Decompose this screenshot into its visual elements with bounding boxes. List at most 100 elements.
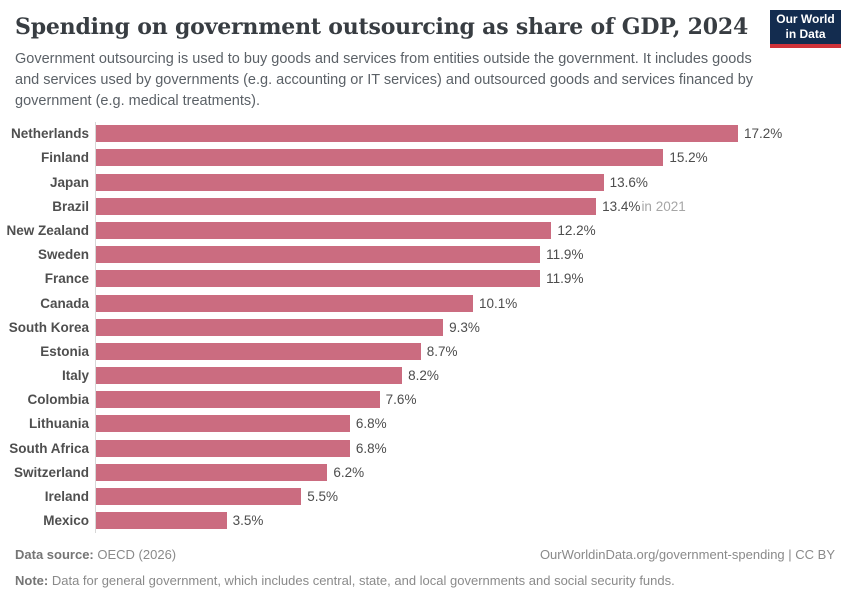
value-label: 7.6%: [385, 392, 417, 408]
owid-link[interactable]: OurWorldinData.org/government-spending |…: [539, 546, 835, 562]
country-label: Ireland: [44, 489, 89, 504]
bar-track: 9.3%: [95, 315, 850, 340]
bar-row[interactable]: Japan 13.6%: [0, 169, 850, 195]
data-source-value: OECD (2026): [97, 546, 177, 562]
bar-row[interactable]: Switzerland 6.2%: [0, 460, 850, 485]
bar-row[interactable]: Netherlands 17.2%: [0, 121, 850, 146]
bar-track: 6.2%: [95, 460, 850, 485]
country-label: Lithuania: [29, 416, 89, 432]
country-label: Colombia: [27, 392, 89, 408]
footer-note-row: Note: Data for general government, which…: [15, 573, 835, 590]
country-label: Estonia: [40, 343, 89, 359]
note-label: Note:: [15, 572, 49, 588]
value-label: 11.9%: [546, 247, 584, 263]
bar-track: 17.2%: [95, 121, 850, 146]
bar-track: 3.5%: [95, 508, 850, 533]
value-label: 6.8%: [355, 440, 387, 456]
bar-row[interactable]: Lithuania 6.8%: [0, 411, 850, 437]
bar-row[interactable]: South Africa 6.8%: [0, 436, 850, 461]
data-source-label: Data source:: [15, 546, 94, 562]
country-label: Sweden: [37, 247, 89, 263]
value-label: 5.5%: [307, 489, 339, 504]
country-label: Finland: [41, 150, 89, 166]
bar[interactable]: [96, 318, 444, 336]
bar-track: 8.2%: [95, 363, 850, 388]
value-label: 13.6%: [609, 174, 648, 190]
value-suffix: in 2021: [641, 198, 686, 214]
country-label: New Zealand: [6, 222, 89, 238]
bar-row[interactable]: South Korea 9.3%: [0, 315, 850, 340]
country-label: Brazil: [52, 198, 89, 214]
owid-logo-line2: in Data: [785, 27, 826, 41]
bar-track: 10.1%: [95, 290, 850, 316]
country-label: Netherlands: [10, 126, 89, 142]
bar-row[interactable]: Estonia 8.7%: [0, 339, 850, 364]
value-label: 13.4%in 2021: [602, 198, 686, 214]
bar[interactable]: [96, 415, 350, 433]
bar[interactable]: [96, 367, 403, 385]
country-label: Italy: [61, 368, 89, 384]
value-label: 12.2%: [557, 222, 596, 238]
bar-track: 12.2%: [95, 218, 850, 243]
bar[interactable]: [96, 342, 421, 360]
bar-row[interactable]: France 11.9%: [0, 266, 850, 291]
value-label: 6.8%: [355, 416, 387, 432]
bar-track: 8.7%: [95, 339, 850, 364]
value-label: 8.2%: [408, 368, 439, 384]
bar[interactable]: [96, 125, 738, 143]
bar-track: 11.9%: [95, 266, 850, 291]
value-label: 8.7%: [426, 343, 458, 359]
country-label: Japan: [49, 174, 89, 190]
value-label: 17.2%: [744, 126, 783, 142]
bar-track: 5.5%: [95, 484, 850, 509]
bar-track: 13.6%: [95, 169, 850, 195]
bar[interactable]: [96, 270, 541, 288]
bar[interactable]: [96, 246, 541, 264]
bar-row[interactable]: New Zealand 12.2%: [0, 218, 850, 243]
data-source: Data source: OECD (2026): [15, 547, 176, 564]
bar-row[interactable]: Brazil 13.4%in 2021: [0, 194, 850, 219]
owid-logo[interactable]: Our World in Data: [770, 10, 841, 48]
bar[interactable]: [96, 463, 328, 481]
value-label: 15.2%: [669, 150, 708, 166]
chart-subtitle: Government outsourcing is used to buy go…: [15, 50, 754, 109]
footer-source-row: Data source: OECD (2026) OurWorldinData.…: [15, 547, 835, 564]
value-label: 10.1%: [478, 295, 518, 311]
bar[interactable]: [96, 197, 597, 215]
bar[interactable]: [96, 294, 473, 312]
country-label: France: [44, 271, 89, 287]
chart-footer: Data source: OECD (2026) OurWorldinData.…: [0, 547, 850, 590]
value-label: 3.5%: [232, 513, 264, 529]
bar-row[interactable]: Canada 10.1%: [0, 290, 850, 316]
country-label: Switzerland: [13, 464, 89, 480]
bar-track: 15.2%: [95, 145, 850, 170]
country-label: South Korea: [8, 319, 89, 335]
bar-chart: Netherlands 17.2% Finland 15.2% Japan 13.6% Br…: [0, 121, 850, 533]
bar[interactable]: [96, 488, 302, 505]
bar[interactable]: [96, 221, 552, 239]
country-label: Mexico: [43, 513, 89, 529]
chart-header: Spending on government outsourcing as sh…: [0, 0, 850, 112]
bar-row[interactable]: Ireland 5.5%: [0, 484, 850, 509]
owid-logo-line1: Our World: [776, 12, 835, 27]
bar-row[interactable]: Italy 8.2%: [0, 363, 850, 388]
bar-track: 11.9%: [95, 242, 850, 267]
bar-row[interactable]: Colombia 7.6%: [0, 387, 850, 412]
bar-row[interactable]: Mexico 3.5%: [0, 508, 850, 533]
country-label: Canada: [40, 295, 89, 311]
value-label: 11.9%: [546, 271, 584, 287]
value-label: 9.3%: [449, 319, 480, 335]
bar-row[interactable]: Sweden 11.9%: [0, 242, 850, 267]
bar-track: 7.6%: [95, 387, 850, 412]
bar-track: 6.8%: [95, 436, 850, 461]
bar[interactable]: [96, 512, 227, 530]
bar[interactable]: [96, 173, 604, 191]
bar-row[interactable]: Finland 15.2%: [0, 145, 850, 170]
bar[interactable]: [96, 149, 664, 167]
bar-track: 13.4%in 2021: [95, 194, 850, 219]
bar[interactable]: [96, 439, 350, 457]
bar[interactable]: [96, 391, 380, 409]
note-value: Data for general government, which inclu…: [51, 572, 675, 588]
bar-track: 6.8%: [95, 411, 850, 437]
